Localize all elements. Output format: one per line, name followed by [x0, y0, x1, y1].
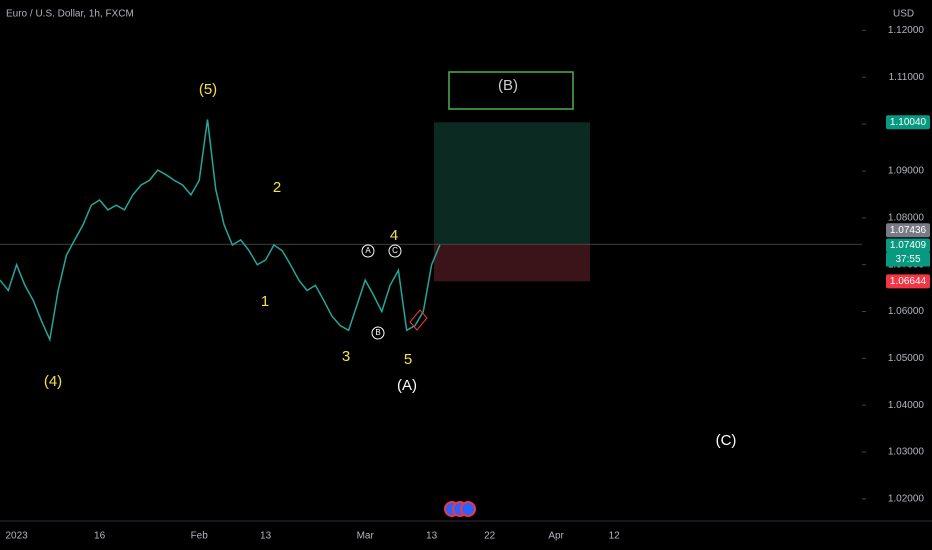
wave-label: 5 — [404, 351, 412, 368]
y-tick-label: 1.08000 — [888, 212, 925, 223]
countdown: 37:55 — [895, 254, 920, 265]
profit-zone — [434, 122, 590, 245]
price-tag-label: 1.07436 — [890, 225, 927, 236]
x-tick-label: Mar — [357, 531, 375, 542]
x-tick-label: 22 — [484, 531, 496, 542]
y-tick-label: 1.02000 — [888, 494, 925, 505]
annotation-circle — [371, 326, 385, 340]
x-tick-label: 13 — [426, 531, 438, 542]
x-tick-label: 13 — [260, 531, 272, 542]
annotation-circle — [361, 244, 375, 258]
countdown-bg — [886, 252, 930, 267]
wave-label: 2 — [273, 179, 281, 196]
x-tick-label: 16 — [94, 531, 106, 542]
channel-box — [409, 309, 428, 331]
x-tick-label: 2023 — [5, 531, 28, 542]
price-tag-label: 1.07409 — [890, 240, 927, 251]
y-tick-label: 1.11000 — [889, 72, 925, 83]
wave-label: (4) — [44, 373, 62, 390]
wave-label: B — [375, 328, 380, 337]
x-tick-label: 12 — [609, 531, 621, 542]
price-tag — [886, 223, 930, 238]
chart-title: Euro / U.S. Dollar, 1h, FXCM — [6, 9, 134, 20]
loss-zone — [434, 244, 590, 282]
axis-unit: USD — [893, 9, 914, 20]
wave-label: 3 — [342, 348, 350, 365]
wave-label: A — [365, 246, 371, 255]
x-tick-label: Apr — [548, 531, 564, 542]
y-tick-label: 1.04000 — [888, 400, 925, 411]
price-tag-label: 1.06644 — [890, 276, 927, 287]
price-tag — [886, 115, 930, 130]
icons — [444, 501, 476, 517]
wave-label: C — [392, 246, 398, 255]
wave-label: 1 — [261, 293, 269, 310]
y-tick-label: 1.05000 — [888, 353, 925, 364]
y-tick-label: 1.03000 — [888, 447, 925, 458]
price-line-series — [0, 119, 441, 343]
wave-label: (C) — [716, 432, 737, 449]
price-tag-label: 1.10040 — [890, 117, 927, 128]
annotation-circle — [388, 244, 402, 258]
price-tag — [886, 238, 930, 253]
wave-label: 4 — [390, 227, 398, 244]
y-tick-label: 1.06000 — [888, 306, 925, 317]
y-tick-label: 1.09000 — [888, 166, 925, 177]
wave-label: (5) — [199, 81, 217, 98]
y-tick-label: 1.12000 — [888, 25, 925, 36]
wave-label: (B) — [498, 77, 518, 94]
price-tag — [886, 274, 930, 289]
wave-label: (A) — [397, 377, 417, 394]
x-tick-label: Feb — [191, 531, 209, 542]
target-box — [448, 71, 574, 110]
